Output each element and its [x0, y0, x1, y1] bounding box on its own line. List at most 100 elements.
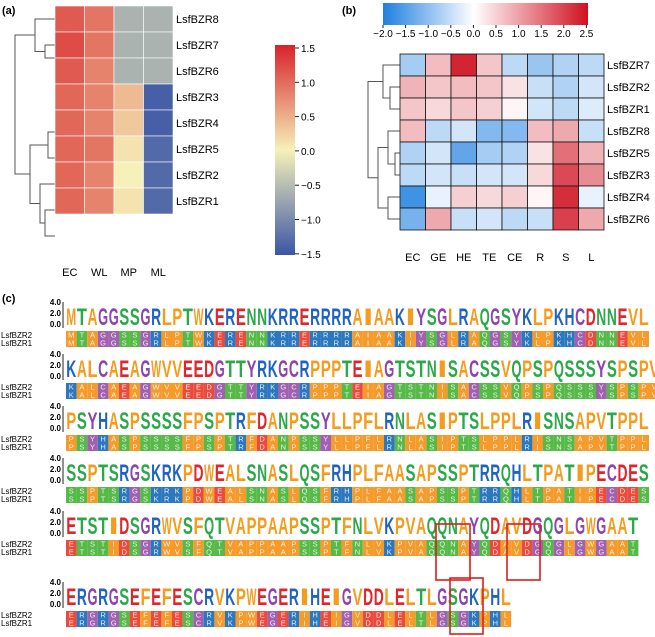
alignment-residue: R: [153, 540, 159, 549]
alignment-cell: [617, 487, 628, 495]
alignment-cell: [362, 487, 374, 495]
alignment-residue: S: [482, 383, 487, 392]
alignment-cell: [352, 495, 363, 503]
alignment-residue: L: [525, 487, 529, 496]
alignment-cell: [214, 495, 225, 503]
logo-letter: R: [119, 460, 129, 487]
alignment-cell: [405, 619, 416, 627]
alignment-residue: K: [387, 548, 392, 557]
alignment-cell: [574, 548, 586, 556]
logo-letter: D: [363, 584, 373, 611]
logo-letter: D: [586, 304, 596, 331]
logo-letter: G: [141, 513, 151, 540]
heatmap-b-cell: [399, 207, 426, 231]
alignment-cell: [235, 331, 247, 339]
alignment-residue: K: [397, 331, 402, 340]
alignment-residue: N: [429, 383, 434, 392]
heatmap-b-cell: [527, 119, 554, 143]
alignment-cell: [362, 619, 374, 627]
colorbar-a-tick-label: −1.5: [301, 250, 321, 261]
alignment-cell: [394, 331, 406, 339]
alignment-cell: [172, 339, 183, 347]
alignment-residue: L: [334, 435, 338, 444]
alignment-cell: [119, 619, 130, 627]
alignment-residue: L: [239, 487, 243, 496]
alignment-residue: P: [217, 443, 222, 452]
alignment-residue: S: [535, 383, 540, 392]
alignment-residue: L: [408, 611, 412, 620]
heatmap-b-cell: [450, 97, 477, 121]
alignment-residue: G: [577, 548, 583, 557]
logo-letter: D: [618, 460, 628, 487]
alignment-residue: P: [196, 443, 201, 452]
alignment-cell: [76, 548, 88, 556]
heatmap-b-cell: [425, 119, 452, 143]
alignment-cell: [76, 383, 88, 391]
alignment-residue: E: [620, 331, 625, 340]
alignment-residue: V: [599, 443, 604, 452]
alignment-residue: S: [631, 391, 636, 400]
alignment-residue: S: [429, 339, 434, 348]
alignment-cell: [76, 339, 88, 347]
alignment-cell: [521, 443, 533, 451]
logo-letter: A: [384, 304, 394, 331]
logo-letter: G: [533, 513, 543, 540]
alignment-residue: P: [323, 540, 328, 549]
alignment-residue: G: [90, 611, 96, 620]
logo-y-tick-label: 4.0: [50, 454, 62, 463]
alignment-residue: P: [482, 611, 487, 620]
logo-letter: N: [448, 513, 458, 540]
alignment-cell: [384, 435, 395, 443]
alignment-residue: F: [345, 548, 350, 557]
logo-letter: P: [236, 584, 246, 611]
alignment-residue: R: [334, 339, 340, 348]
alignment-cell: [426, 619, 437, 627]
logo-letter: A: [374, 356, 384, 383]
alignment-cell: [405, 435, 416, 443]
sequence-label: LsfBZR2: [1, 331, 33, 340]
alignment-cell: [447, 391, 459, 399]
alignment-cell: [500, 331, 512, 339]
alignment-cell: [649, 383, 655, 391]
alignment-cell: [532, 487, 543, 495]
logo-letter: D: [374, 584, 384, 611]
alignment-residue: S: [588, 391, 593, 400]
alignment-cell: [331, 540, 342, 548]
logo-letter: N: [607, 304, 617, 331]
alignment-residue: V: [175, 548, 180, 557]
alignment-cell: [352, 619, 363, 627]
logo-letter: A: [459, 356, 469, 383]
alignment-residue: H: [312, 611, 317, 620]
alignment-cell: [299, 548, 310, 556]
logo-letter: T: [215, 513, 225, 540]
alignment-cell: [140, 383, 151, 391]
alignment-cell: [468, 619, 480, 627]
alignment-cell: [214, 443, 225, 451]
alignment-residue: V: [376, 548, 381, 557]
logo-letter: E: [215, 304, 225, 331]
logo-letter: G: [437, 304, 447, 331]
alignment-residue: R: [259, 383, 265, 392]
alignment-cell: [585, 548, 596, 556]
alignment-cell: [543, 548, 554, 556]
alignment-residue: A: [387, 495, 392, 504]
logo-letter: K: [554, 304, 564, 331]
alignment-cell: [108, 443, 119, 451]
alignment-cell: [66, 331, 77, 339]
heatmap-a-cell: [143, 57, 174, 85]
logo-letter: A: [77, 356, 87, 383]
highlight-boxes: [435, 523, 541, 635]
heatmap-b-cell: [501, 163, 528, 187]
alignment-cell: [564, 443, 575, 451]
alignment-cell: [87, 611, 98, 619]
alignment-residue: L: [536, 339, 540, 348]
alignment-cell: [66, 443, 77, 451]
alignment-cell: [193, 611, 204, 619]
alignment-cell: [288, 391, 300, 399]
alignment-residue: V: [355, 619, 360, 628]
alignment-residue: T: [239, 383, 244, 392]
alignment-residue: S: [90, 548, 95, 557]
logo-letter: A: [469, 304, 479, 331]
alignment-cell: [426, 435, 437, 443]
